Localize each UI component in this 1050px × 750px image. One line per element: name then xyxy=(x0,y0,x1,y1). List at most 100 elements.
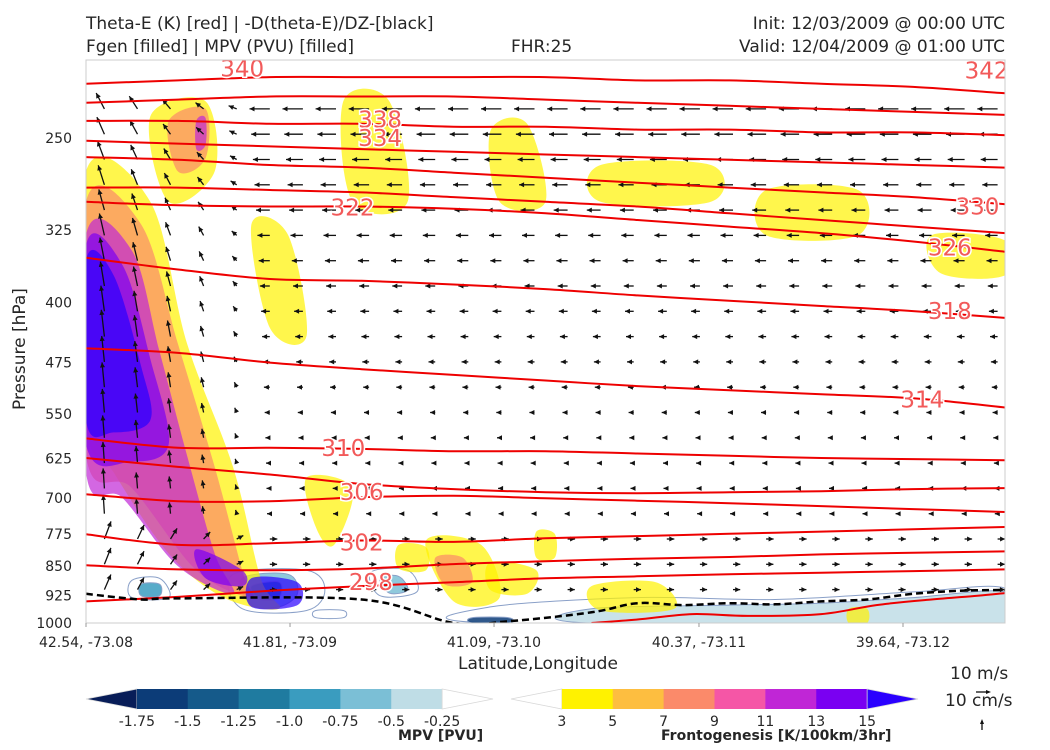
wind-arrowhead xyxy=(266,460,271,466)
wind-arrowhead xyxy=(365,460,371,466)
wind-arrowhead xyxy=(106,521,112,527)
wind-arrowhead xyxy=(893,410,899,415)
wind-vector-522 xyxy=(699,561,708,567)
wind-arrowhead xyxy=(428,359,434,365)
wind-arrowhead xyxy=(661,410,667,415)
wind-arrowhead xyxy=(98,237,104,243)
wind-arrowhead xyxy=(816,182,822,188)
wind-arrowhead xyxy=(385,157,391,162)
wind-arrowhead xyxy=(381,106,387,112)
wind-arrowhead xyxy=(648,131,654,137)
wind-arrowhead xyxy=(911,106,917,112)
wind-arrowhead xyxy=(828,460,834,466)
wind-vector-350 xyxy=(562,410,568,415)
wind-arrowhead xyxy=(398,460,404,466)
wind-vector-243 xyxy=(724,308,733,314)
wind-arrowhead xyxy=(791,334,797,340)
wind-vector-78 xyxy=(815,157,833,162)
wind-vector-373 xyxy=(397,435,403,441)
fgen-colorbar-tick-label: 13 xyxy=(807,714,825,730)
wind-vector-505 xyxy=(136,550,145,565)
wind-vector-460 xyxy=(498,511,504,517)
wind-vector-308 xyxy=(100,362,106,388)
wind-arrowhead xyxy=(289,207,295,213)
wind-vector-149 xyxy=(389,232,403,238)
wind-vector-360 xyxy=(893,410,899,415)
wind-vector-500 xyxy=(898,536,906,542)
wind-arrowhead xyxy=(693,359,699,365)
theta-e-contour-322 xyxy=(86,200,1005,253)
wind-arrowhead xyxy=(825,359,831,365)
wind-vector-247 xyxy=(856,308,866,314)
mpv-colorbar: -1.75 -1.5 -1.25 -1.0 -0.75 -0.5 -0.25 xyxy=(85,688,494,730)
wind-arrowhead xyxy=(881,157,887,162)
wind-vector-406 xyxy=(563,460,569,466)
wind-vector-548 xyxy=(633,587,641,593)
wind-arrowhead xyxy=(623,283,629,289)
theta-e-label-7: 318 xyxy=(928,299,972,325)
title-line-1: Theta-E (K) [red] | -D(theta-E)/DZ-[blac… xyxy=(86,14,434,34)
wind-arrowhead xyxy=(692,334,698,340)
wind-arrowhead xyxy=(949,182,955,188)
wind-arrowhead xyxy=(96,93,101,99)
wind-vector-200 xyxy=(232,280,238,287)
wind-arrowhead xyxy=(593,359,599,365)
wind-vector-105 xyxy=(783,182,800,188)
wind-vector-287 xyxy=(329,359,336,365)
wind-arrowhead xyxy=(855,283,861,289)
wind-arrowhead xyxy=(165,246,170,253)
wind-vector-339 xyxy=(200,402,206,413)
wind-vector-64 xyxy=(352,157,370,162)
wind-arrowhead xyxy=(163,124,169,130)
mpv-colorbar-label: MPV [PVU] xyxy=(398,728,484,744)
wind-arrowhead xyxy=(172,554,178,560)
wind-arrowhead xyxy=(993,460,999,466)
wind-vector-118 xyxy=(289,207,303,213)
theta-e-surface-contour xyxy=(591,592,1005,623)
wind-arrowhead xyxy=(834,587,840,593)
wind-arrowhead xyxy=(735,587,741,593)
wind-arrowhead xyxy=(497,460,503,466)
wind-vector-233 xyxy=(393,308,403,314)
theta-e-contour-306 xyxy=(86,457,1005,495)
wind-arrowhead xyxy=(497,435,502,441)
wind-arrowhead xyxy=(660,359,666,365)
wind-vector-435 xyxy=(597,485,603,491)
wind-arrowhead xyxy=(801,587,807,593)
wind-arrowhead xyxy=(983,207,989,213)
wind-vector-72 xyxy=(616,157,634,162)
wind-key-vertical-label: 10 cm/s xyxy=(945,691,1013,711)
fgen-colorbar-tick-label: 5 xyxy=(608,714,617,730)
wind-vector-42 xyxy=(549,131,568,137)
wind-vector-36 xyxy=(350,131,370,137)
wind-arrowhead xyxy=(536,561,542,567)
wind-vector-354 xyxy=(694,410,700,415)
wind-vector-88 xyxy=(230,180,238,186)
wind-vector-98 xyxy=(552,182,568,188)
wind-arrowhead xyxy=(425,283,431,289)
wind-vector-113 xyxy=(131,193,139,211)
wind-vector-94 xyxy=(419,182,436,188)
wind-arrowhead xyxy=(526,334,532,340)
wind-vector-168 xyxy=(98,237,106,261)
wind-arrowhead xyxy=(669,536,675,542)
theta-e-contour-304 xyxy=(86,493,1005,513)
wind-vector-3 xyxy=(195,102,204,110)
fgen-region-14 xyxy=(846,606,870,623)
wind-arrowhead xyxy=(794,410,800,415)
wind-arrowhead xyxy=(264,410,270,415)
wind-arrowhead xyxy=(139,524,145,531)
wind-arrowhead xyxy=(98,213,103,219)
wind-vector-332 xyxy=(892,384,899,390)
wind-arrowhead xyxy=(352,157,358,162)
wind-arrowhead xyxy=(795,485,801,491)
wind-arrowhead xyxy=(397,410,403,415)
wind-arrowhead xyxy=(761,410,766,415)
wind-vector-458 xyxy=(432,511,438,517)
wind-vector-140 xyxy=(98,213,106,236)
wind-arrowhead xyxy=(481,106,486,112)
mpv-colorbar-tick-label: -1.0 xyxy=(276,714,303,730)
wind-arrowhead xyxy=(723,283,729,289)
wind-arrowhead xyxy=(563,460,569,466)
wind-vector-210 xyxy=(557,283,568,289)
